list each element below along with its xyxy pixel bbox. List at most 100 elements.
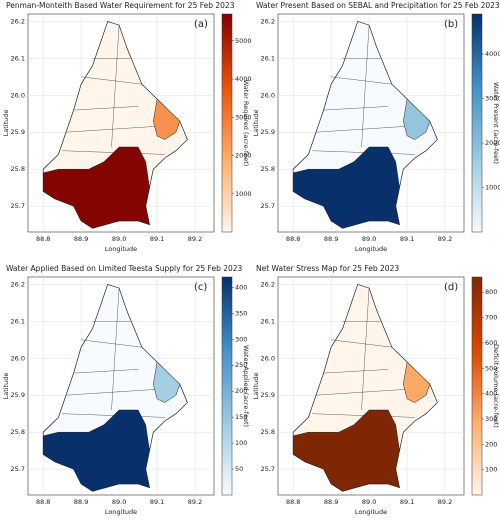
region [403,98,431,140]
boundary [361,288,370,411]
colorbar-tick-label: 400 [485,390,497,398]
x-tick-label: 89.2 [438,498,452,506]
region [292,409,400,492]
panel: Net Water Stress Map for 25 Feb 2023 88.8… [252,264,500,516]
y-tick-label: 26.0 [11,354,25,362]
x-tick-label: 88.9 [74,235,88,243]
panel-label: (c) [194,282,207,293]
panel-title: Water Present Based on SEBAL and Precipi… [256,1,500,10]
x-tick-label: 89.2 [438,235,452,243]
x-tick-label: 89.2 [188,235,202,243]
colorbar-label: Water Applied (acre-feet) [242,345,250,427]
x-tick-label: 89.0 [362,235,376,243]
colorbar [471,13,483,233]
y-tick-label: 26.0 [261,354,275,362]
x-axis-label: Longitude [355,245,387,253]
region [292,146,400,229]
x-tick-label: 89.1 [400,498,414,506]
boundary [323,106,389,111]
boundary [323,369,389,374]
y-tick-label: 26.2 [11,17,25,25]
region [42,409,150,492]
boundary [73,369,139,374]
x-tick-label: 88.9 [74,498,88,506]
y-tick-label: 26.1 [261,317,275,325]
colorbar-label: Water Present (acre-feet) [492,82,500,164]
colorbar-tick-label: 400 [235,283,247,291]
y-tick-label: 26.2 [261,17,275,25]
colorbar-tick-label: 4000 [485,50,500,58]
colorbar [221,13,233,233]
y-tick-label: 25.8 [261,428,275,436]
boundary [331,76,392,85]
panel-label: (b) [444,19,458,30]
x-tick-label: 89.0 [112,235,126,243]
y-axis-label: Latitude [252,110,260,137]
colorbar-tick-label: 100 [235,439,247,447]
colorbar-tick-label: 300 [235,335,247,343]
colorbar-tick-label: 350 [235,309,247,317]
colorbar-tick-label: 4000 [235,75,252,83]
x-tick-label: 88.8 [286,235,300,243]
y-tick-label: 26.2 [11,280,25,288]
panel-title: Net Water Stress Map for 25 Feb 2023 [256,264,399,273]
y-tick-label: 25.9 [261,391,275,399]
colorbar-tick-label: 300 [485,415,497,423]
colorbar-tick-label: 200 [485,440,497,448]
y-tick-label: 25.9 [11,128,25,136]
boundary [111,25,120,148]
y-tick-label: 26.2 [261,280,275,288]
colorbar [221,276,233,496]
colorbar [471,276,483,496]
colorbar-tick-label: 2000 [485,139,500,147]
x-tick-label: 88.8 [36,235,50,243]
y-axis-label: Latitude [2,373,10,400]
x-tick-label: 89.1 [400,235,414,243]
panel-label: (d) [444,282,458,293]
boundary [361,25,370,148]
x-axis-label: Longitude [105,245,137,253]
x-tick-label: 88.9 [324,498,338,506]
panel: Water Applied Based on Limited Teesta Su… [2,264,250,516]
x-axis-label: Longitude [355,508,387,516]
colorbar-tick-label: 700 [485,314,497,322]
x-tick-label: 89.1 [150,498,164,506]
colorbar-tick-label: 150 [235,413,247,421]
x-tick-label: 89.0 [112,498,126,506]
region [42,146,150,229]
colorbar-tick-label: 3000 [235,113,252,121]
colorbar-label: Deficit Volume (acre-feet) [492,344,500,428]
colorbar-tick-label: 5000 [235,37,252,45]
panel-title: Penman-Monteith Based Water Requirement … [6,1,235,10]
colorbar-tick-label: 800 [485,288,497,296]
panel: Water Present Based on SEBAL and Precipi… [252,1,500,253]
boundary [73,106,139,111]
y-tick-label: 25.7 [261,465,275,473]
y-tick-label: 25.9 [11,391,25,399]
colorbar-label: Water Required (acre-feet) [242,80,250,167]
y-tick-label: 25.7 [261,202,275,210]
y-tick-label: 26.0 [261,91,275,99]
x-tick-label: 88.9 [324,235,338,243]
colorbar-tick-label: 500 [485,364,497,372]
colorbar-tick-label: 600 [485,339,497,347]
x-axis-label: Longitude [105,508,137,516]
y-axis-label: Latitude [252,373,260,400]
colorbar-tick-label: 200 [235,387,247,395]
y-tick-label: 25.7 [11,202,25,210]
y-tick-label: 26.1 [11,317,25,325]
panel-label: (a) [194,19,208,30]
colorbar-tick-label: 50 [235,465,243,473]
colorbar-tick-label: 2000 [235,152,252,160]
region [153,98,181,140]
x-tick-label: 88.8 [36,498,50,506]
y-tick-label: 26.0 [11,91,25,99]
colorbar-tick-label: 100 [485,466,497,474]
colorbar-tick-label: 3000 [485,95,500,103]
colorbar-tick-label: 250 [235,361,247,369]
x-tick-label: 89.0 [362,498,376,506]
y-tick-label: 25.7 [11,465,25,473]
colorbar-tick-label: 1000 [485,184,500,192]
x-tick-label: 89.1 [150,235,164,243]
